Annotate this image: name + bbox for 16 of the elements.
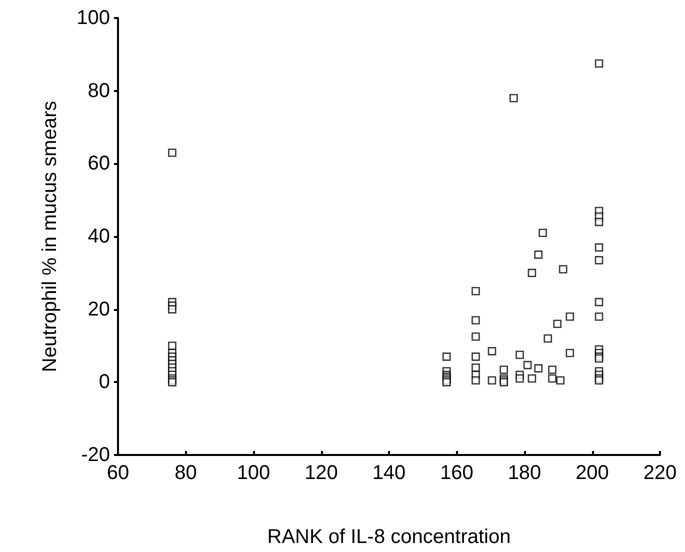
x-tick-label: 220 bbox=[643, 462, 677, 484]
y-tick-label: 60 bbox=[88, 152, 110, 175]
x-tick-label: 140 bbox=[372, 462, 406, 484]
y-tick-label: 40 bbox=[88, 226, 110, 248]
x-axis-title: RANK of IL-8 concentration bbox=[267, 526, 511, 548]
y-tick-label: 20 bbox=[88, 298, 110, 320]
y-tick-label: 100 bbox=[76, 7, 110, 29]
y-tick-label: 80 bbox=[88, 80, 110, 102]
x-tick-label: 180 bbox=[508, 462, 542, 484]
y-tick-label: 0 bbox=[98, 371, 110, 394]
x-tick-label: 80 bbox=[174, 462, 197, 484]
x-tick-label: 160 bbox=[440, 462, 474, 484]
y-axis-title: Neutrophil % in mucus smears bbox=[39, 100, 61, 372]
x-tick-label: 120 bbox=[304, 462, 338, 484]
x-tick-label: 100 bbox=[236, 462, 270, 484]
x-tick-label: 200 bbox=[576, 462, 609, 484]
